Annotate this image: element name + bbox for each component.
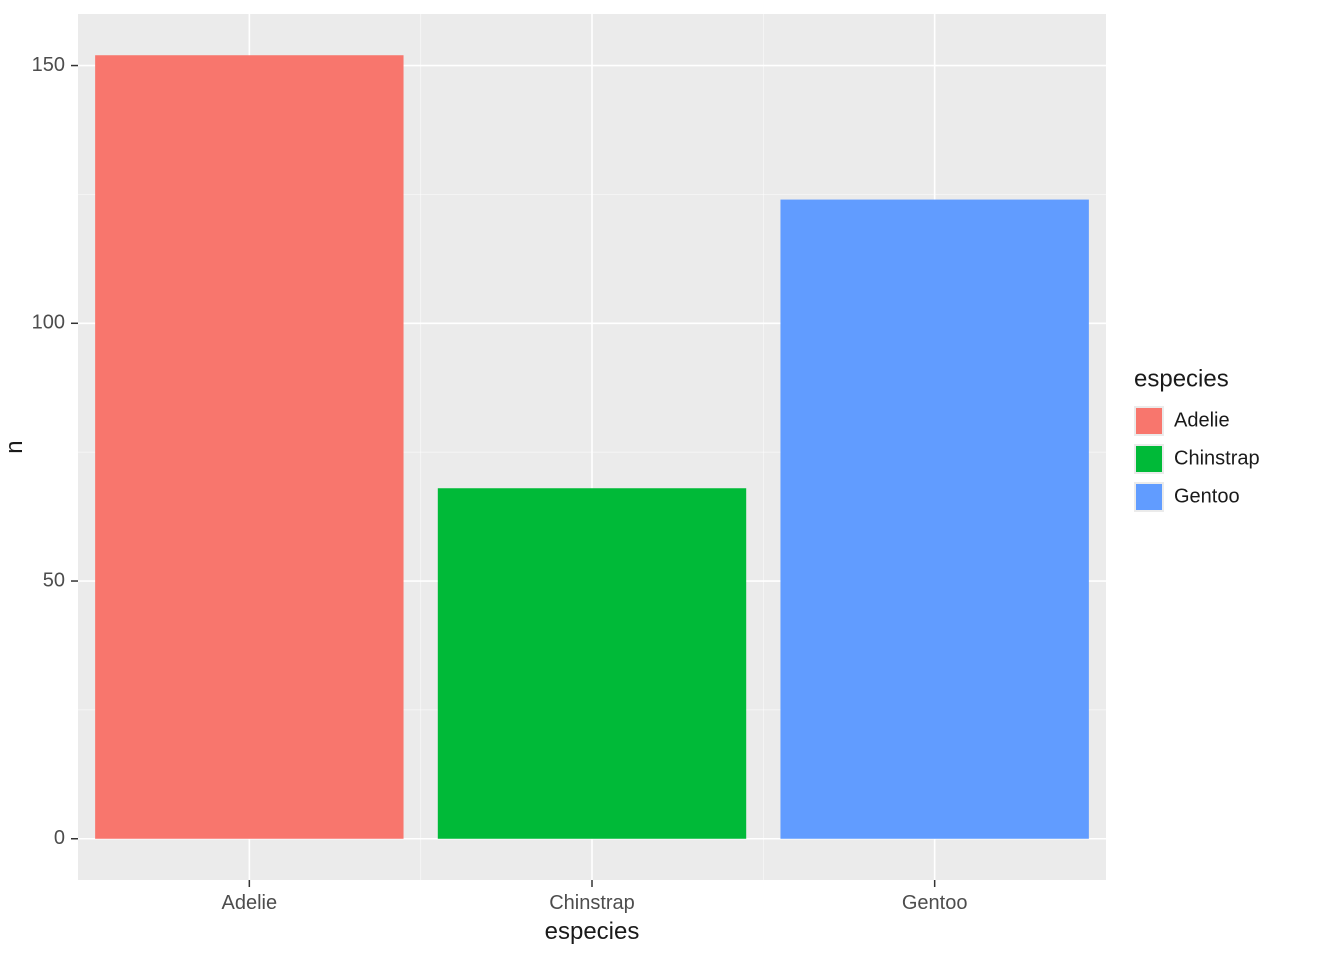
x-axis-label: especies	[545, 918, 640, 945]
bar-chart: 0 50 100 150 n Adelie Chinstrap Gentoo especies e…	[0, 0, 1344, 960]
x-tick-label: Gentoo	[902, 892, 968, 914]
y-axis-label: n	[1, 440, 28, 453]
x-tick-label: Chinstrap	[549, 892, 635, 914]
legend-label: Gentoo	[1174, 485, 1240, 507]
y-tick-label: 0	[54, 827, 65, 849]
legend-swatch	[1136, 408, 1162, 434]
legend-label: Chinstrap	[1174, 447, 1260, 469]
legend-title: especies	[1134, 365, 1229, 392]
legend-swatch	[1136, 484, 1162, 510]
legend-label: Adelie	[1174, 409, 1230, 431]
bar-gentoo	[780, 200, 1088, 839]
bar-chinstrap	[438, 488, 746, 839]
legend-swatch	[1136, 446, 1162, 472]
x-tick-label: Adelie	[222, 892, 278, 914]
y-tick-label: 100	[32, 312, 65, 334]
y-tick-label: 50	[43, 569, 65, 591]
bar-adelie	[95, 55, 403, 839]
y-tick-label: 150	[32, 54, 65, 76]
